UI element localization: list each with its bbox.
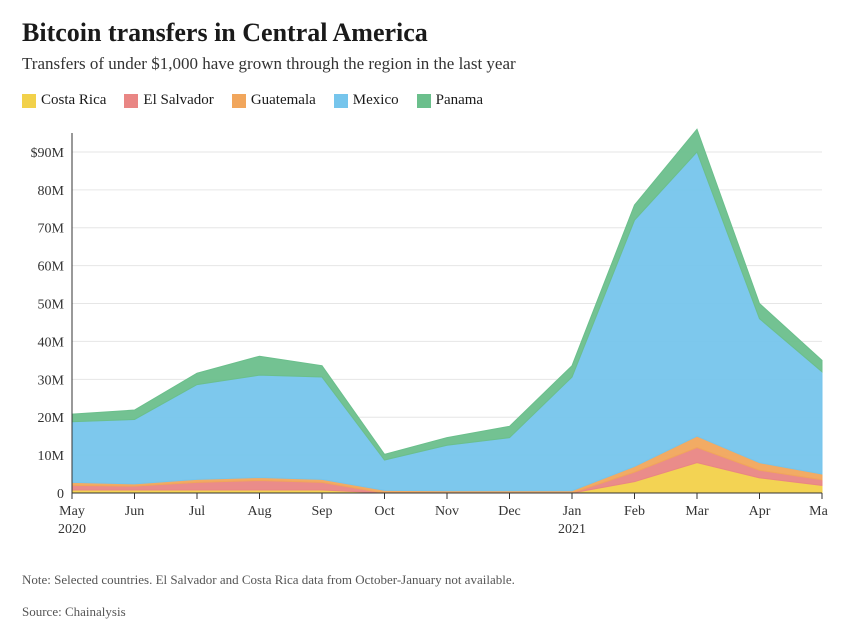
x-tick-label: Sep [312, 504, 333, 519]
legend-swatch [334, 94, 348, 108]
x-tick-label: Feb [624, 504, 645, 519]
y-tick-label: 50M [38, 298, 65, 313]
legend-swatch [124, 94, 138, 108]
area-chart: 0 10M 20M 30M 40M 50M 60M 70M 80M $90M May 2020 Jun J… [22, 123, 828, 558]
legend-label: Costa Rica [41, 92, 106, 109]
chart-note: Note: Selected countries. El Salvador an… [22, 570, 828, 590]
x-tick-label: Oct [374, 504, 394, 519]
y-tick-label: 70M [38, 222, 65, 237]
legend-label: El Salvador [143, 92, 213, 109]
legend-item: Mexico [334, 92, 399, 109]
x-tick-label: Aug [247, 504, 271, 519]
x-tick-year: 2020 [58, 522, 86, 537]
y-tick-label: 10M [38, 449, 65, 464]
legend-swatch [417, 94, 431, 108]
x-tick-year: 2021 [558, 522, 586, 537]
x-tick-label: May [59, 504, 85, 519]
legend-swatch [22, 94, 36, 108]
y-tick-label: 60M [38, 260, 65, 275]
legend-label: Panama [436, 92, 483, 109]
x-tick-label: Jun [125, 504, 144, 519]
x-tick-label: Jan [563, 504, 582, 519]
y-tick-label: 80M [38, 184, 65, 199]
chart-source: Source: Chainalysis [22, 602, 828, 622]
x-tick-label: Nov [435, 504, 459, 519]
chart-title: Bitcoin transfers in Central America [22, 18, 828, 48]
legend-label: Mexico [353, 92, 399, 109]
legend-item: Panama [417, 92, 483, 109]
legend-label: Guatemala [251, 92, 316, 109]
x-tick-label: Apr [749, 504, 771, 519]
legend-item: El Salvador [124, 92, 213, 109]
legend-swatch [232, 94, 246, 108]
chart-subtitle: Transfers of under $1,000 have grown thr… [22, 54, 828, 74]
y-tick-label: 0 [57, 487, 64, 502]
legend-item: Guatemala [232, 92, 316, 109]
y-tick-label: 30M [38, 373, 65, 388]
legend-item: Costa Rica [22, 92, 106, 109]
x-tick-label: Jul [189, 504, 205, 519]
y-tick-label: 20M [38, 411, 65, 426]
x-tick-label: Mar [685, 504, 709, 519]
legend: Costa Rica El Salvador Guatemala Mexico Pana… [22, 92, 828, 109]
x-tick-label: May [809, 504, 828, 519]
y-tick-label: $90M [31, 146, 65, 161]
x-tick-label: Dec [498, 504, 521, 519]
y-tick-label: 40M [38, 335, 65, 350]
